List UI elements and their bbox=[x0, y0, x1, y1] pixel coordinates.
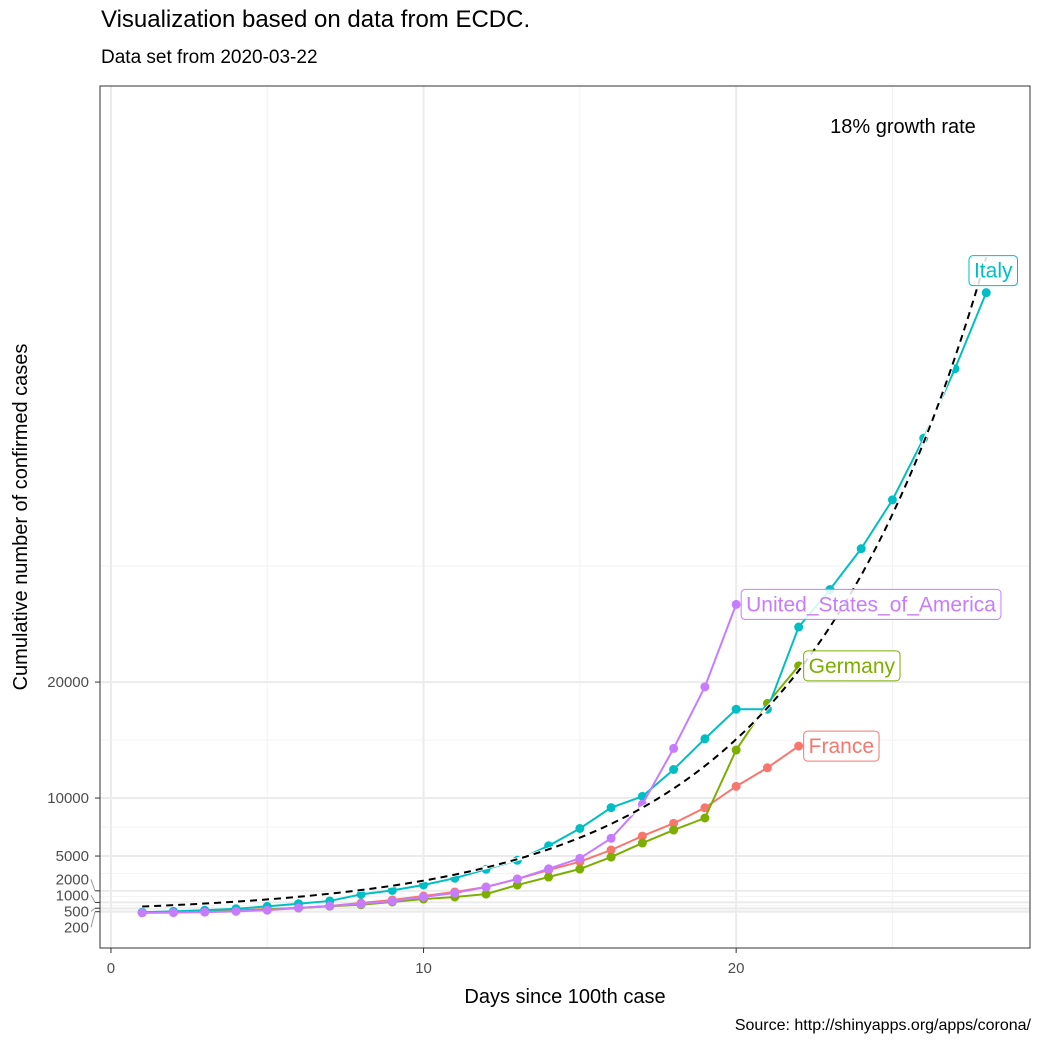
data-point-Germany bbox=[669, 825, 679, 835]
data-point-France bbox=[794, 741, 804, 751]
data-point-United_States_of_America bbox=[262, 905, 272, 915]
x-tick-label: 10 bbox=[415, 960, 432, 977]
data-point-United_States_of_America bbox=[700, 682, 710, 692]
data-point-United_States_of_America bbox=[575, 853, 585, 863]
data-point-Germany bbox=[700, 813, 710, 823]
y-tick-leader bbox=[90, 879, 96, 891]
trend-line bbox=[142, 256, 988, 908]
data-point-United_States_of_America bbox=[200, 907, 210, 917]
data-point-United_States_of_America bbox=[231, 906, 241, 916]
data-point-Germany bbox=[606, 852, 616, 862]
y-tick-label: 5000 bbox=[56, 848, 89, 865]
series-label-box bbox=[968, 255, 1018, 287]
data-point-Italy bbox=[731, 704, 741, 714]
y-tick-label: 20000 bbox=[47, 674, 89, 691]
data-point-Italy bbox=[981, 288, 991, 298]
series-line-Italy bbox=[142, 292, 988, 914]
y-tick-label: 200 bbox=[64, 919, 89, 936]
data-point-United_States_of_America bbox=[325, 901, 335, 911]
chart-title: Visualization based on data from ECDC. bbox=[101, 6, 531, 33]
y-tick-label: 500 bbox=[64, 903, 89, 920]
data-point-Italy bbox=[887, 495, 897, 505]
data-point-France bbox=[762, 763, 772, 773]
data-point-Italy bbox=[669, 765, 679, 774]
data-point-France bbox=[606, 845, 616, 855]
data-point-Germany bbox=[544, 872, 554, 882]
series-line-United_States_of_America bbox=[142, 604, 738, 914]
data-point-Germany bbox=[481, 889, 491, 899]
series-label-United_States_of_America: United_States_of_America bbox=[746, 593, 996, 616]
series-label-France: France bbox=[809, 735, 874, 758]
data-point-United_States_of_America bbox=[512, 874, 522, 884]
data-point-Italy bbox=[700, 734, 710, 744]
y-tick-leader bbox=[90, 911, 96, 928]
series-label-Germany: Germany bbox=[809, 655, 896, 678]
data-point-Italy bbox=[575, 823, 585, 833]
y-tick-leader bbox=[90, 895, 96, 903]
data-point-United_States_of_America bbox=[294, 903, 304, 913]
data-point-France bbox=[700, 803, 710, 813]
trend-line-halo bbox=[142, 256, 988, 909]
y-tick-leader bbox=[90, 907, 96, 912]
data-point-United_States_of_America bbox=[481, 882, 491, 892]
data-point-Germany bbox=[731, 745, 741, 755]
series-label-box bbox=[803, 650, 901, 682]
panel-border bbox=[99, 85, 1031, 949]
series-label-box bbox=[740, 588, 1002, 620]
series-label-box bbox=[803, 730, 880, 762]
y-tick-label: 2000 bbox=[56, 871, 89, 888]
data-point-Italy bbox=[794, 622, 804, 632]
data-point-Germany bbox=[575, 864, 585, 874]
data-point-United_States_of_America bbox=[731, 599, 741, 609]
y-tick-label: 1000 bbox=[56, 887, 89, 904]
data-point-Italy bbox=[606, 803, 616, 813]
chart-caption: Source: http://shinyapps.org/apps/corona… bbox=[734, 1017, 1031, 1034]
data-point-United_States_of_America bbox=[419, 892, 429, 902]
data-point-Germany bbox=[637, 838, 647, 848]
y-tick-label: 10000 bbox=[47, 790, 89, 807]
data-point-United_States_of_America bbox=[606, 833, 616, 843]
data-point-Italy bbox=[856, 544, 866, 554]
chart-subtitle: Data set from 2020-03-22 bbox=[101, 47, 318, 68]
y-axis-title: Cumulative number of confirmed cases bbox=[10, 344, 32, 691]
data-point-Italy bbox=[387, 885, 397, 895]
data-point-France bbox=[637, 831, 647, 841]
data-point-United_States_of_America bbox=[544, 864, 554, 874]
data-point-United_States_of_America bbox=[669, 743, 679, 753]
data-point-Italy bbox=[356, 889, 366, 899]
x-tick-label: 20 bbox=[728, 960, 745, 977]
data-point-France bbox=[669, 818, 679, 828]
x-tick-label: 0 bbox=[107, 960, 115, 977]
data-point-United_States_of_America bbox=[356, 899, 366, 909]
data-point-France bbox=[731, 781, 741, 791]
series-line-Germany bbox=[142, 665, 800, 914]
data-point-United_States_of_America bbox=[137, 908, 147, 918]
data-point-United_States_of_America bbox=[387, 896, 397, 906]
x-axis-title: Days since 100th case bbox=[464, 986, 665, 1008]
series-label-Italy: Italy bbox=[974, 260, 1013, 283]
growth-rate-annotation: 18% growth rate bbox=[830, 116, 976, 138]
data-point-United_States_of_America bbox=[168, 908, 178, 918]
data-point-United_States_of_America bbox=[450, 888, 460, 898]
